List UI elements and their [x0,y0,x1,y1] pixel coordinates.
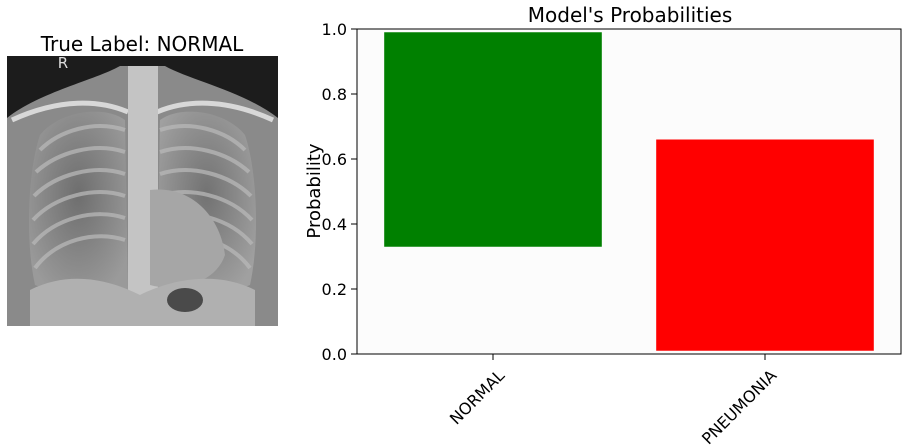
bar-group [384,32,874,351]
xray-marker-label: R [58,54,68,72]
y-axis: 0.0 0.2 0.4 0.6 0.8 1.0 [322,20,357,364]
bar-normal [384,32,602,247]
y-tick-label: 0.4 [322,215,347,234]
plot-frame [356,28,902,355]
chart-title: Model's Probabilities [528,3,733,27]
y-tick-label: 0.6 [322,150,347,169]
x-tick-label: PNEUMONIA [698,366,780,448]
y-tick-label: 0.0 [322,345,347,364]
x-tick-label: NORMAL [446,366,509,429]
x-axis: NORMAL PNEUMONIA [446,354,780,448]
y-tick-label: 1.0 [322,20,347,39]
image-title: True Label: NORMAL [40,32,244,56]
bar-pneumonia [656,139,874,351]
chest-xray-image: R [7,54,278,326]
y-axis-label: Probability [304,143,325,238]
y-tick-label: 0.8 [322,85,347,104]
y-tick-label: 0.2 [322,280,347,299]
